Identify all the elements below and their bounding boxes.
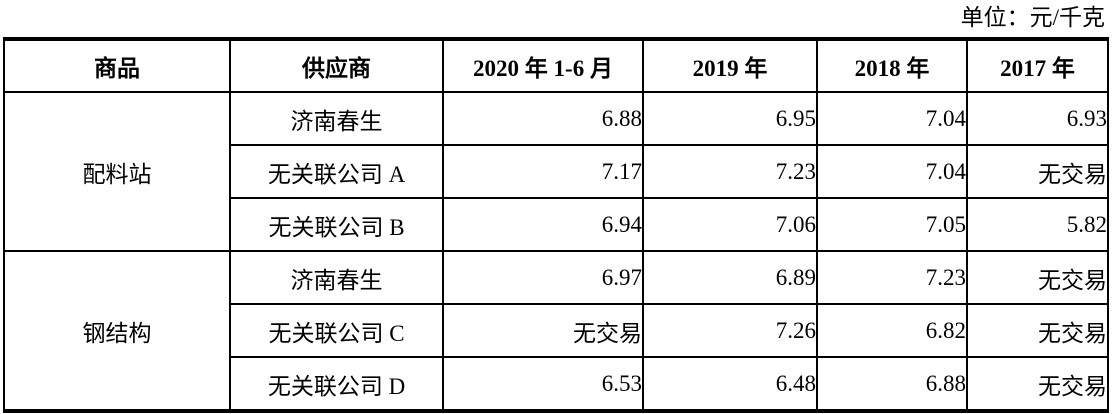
- supplier-cell: 济南春生: [229, 250, 444, 305]
- supplier-cell: 济南春生: [229, 91, 444, 146]
- header-2020h1: 2020 年 1-6 月: [442, 38, 644, 93]
- value-cell: 7.26: [642, 303, 818, 358]
- supplier-cell: 无关联公司 C: [229, 303, 444, 358]
- table-row: 无关联公司 A 7.17 7.23 7.04 无交易: [4, 144, 1109, 199]
- value-cell: 6.88: [816, 356, 968, 412]
- value-cell: 6.48: [642, 356, 818, 412]
- supplier-cell: 无关联公司 B: [229, 197, 444, 252]
- value-cell: 7.06: [642, 197, 818, 252]
- value-cell: 7.04: [816, 91, 968, 146]
- value-cell: 无交易: [966, 250, 1109, 305]
- table-row: 配料站 济南春生 6.88 6.95 7.04 6.93: [3, 91, 1109, 252]
- value-cell: 6.95: [642, 91, 818, 146]
- product-cell-batching-station: 配料站: [3, 91, 231, 252]
- value-cell: 无交易: [966, 144, 1109, 199]
- value-cell: 6.94: [442, 197, 644, 252]
- table-row: 无关联公司 B 6.94 7.06 7.05 5.82: [4, 197, 1109, 252]
- value-cell: 6.93: [966, 91, 1109, 146]
- value-cell: 6.88: [442, 91, 644, 146]
- header-2019: 2019 年: [642, 38, 818, 93]
- value-cell: 6.53: [442, 356, 644, 412]
- price-comparison-table: 商品 供应商 2020 年 1-6 月 2019 年 2018 年 2017 年…: [3, 37, 1109, 413]
- value-cell: 6.89: [642, 250, 818, 305]
- supplier-cell: 无关联公司 A: [229, 144, 444, 199]
- product-cell-steel-structure: 钢结构: [3, 250, 231, 412]
- header-product: 商品: [3, 38, 231, 93]
- header-supplier: 供应商: [229, 38, 444, 93]
- supplier-cell: 无关联公司 D: [229, 356, 444, 412]
- header-2017: 2017 年: [966, 38, 1109, 93]
- value-cell: 7.23: [642, 144, 818, 199]
- table-row: 无关联公司 C 无交易 7.26 6.82 无交易: [4, 303, 1109, 358]
- value-cell: 7.05: [816, 197, 968, 252]
- value-cell: 无交易: [966, 303, 1109, 358]
- value-cell: 5.82: [966, 197, 1109, 252]
- value-cell: 无交易: [442, 303, 644, 358]
- value-cell: 7.23: [816, 250, 968, 305]
- table-row: 无关联公司 D 6.53 6.48 6.88 无交易: [4, 356, 1109, 412]
- header-row: 商品 供应商 2020 年 1-6 月 2019 年 2018 年 2017 年: [3, 38, 1109, 93]
- value-cell: 7.17: [442, 144, 644, 199]
- unit-label: 单位：元/千克: [960, 5, 1105, 30]
- value-cell: 6.82: [816, 303, 968, 358]
- table-row: 钢结构 济南春生 6.97 6.89 7.23 无交易: [3, 250, 1109, 412]
- value-cell: 7.04: [816, 144, 968, 199]
- value-cell: 6.97: [442, 250, 644, 305]
- value-cell: 无交易: [966, 356, 1109, 412]
- header-2018: 2018 年: [816, 38, 968, 93]
